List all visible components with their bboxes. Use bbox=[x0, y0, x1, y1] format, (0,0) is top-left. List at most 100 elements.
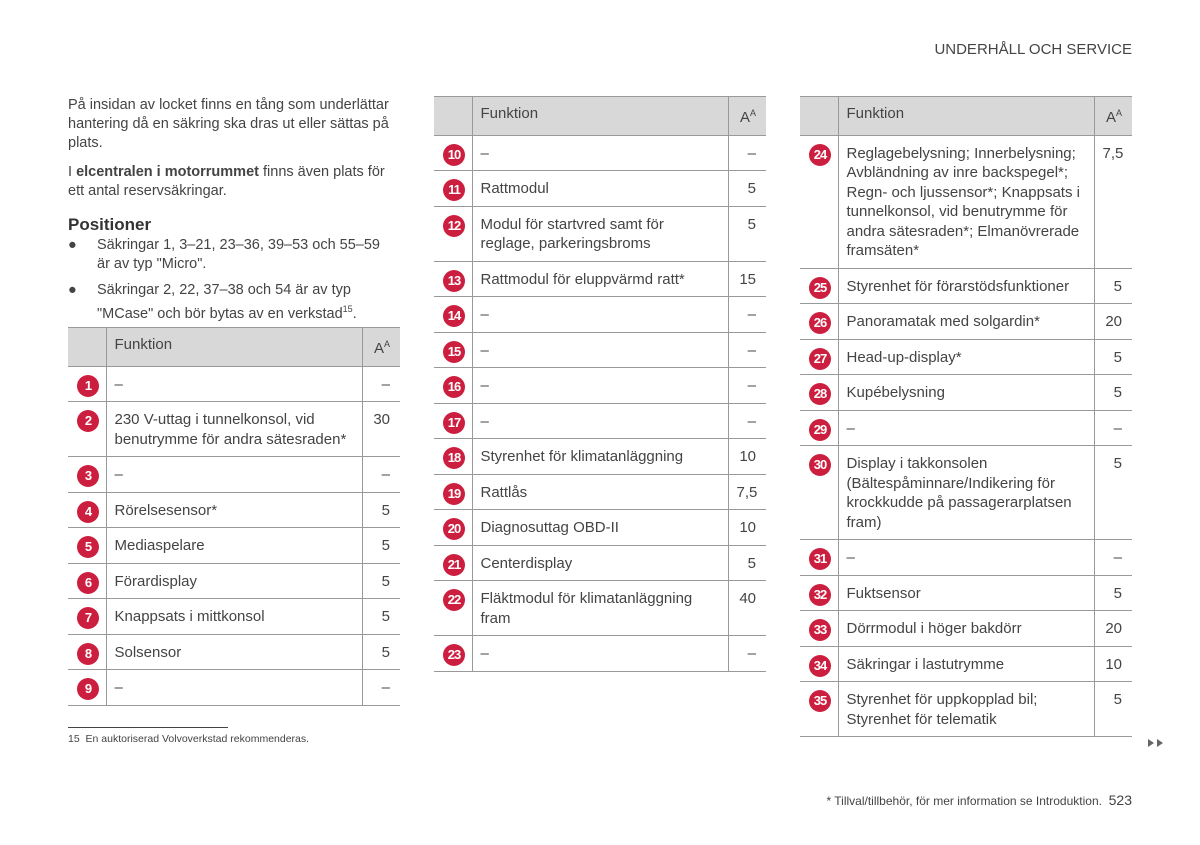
badge-cell: 33 bbox=[800, 610, 838, 647]
ampere-cell: 20 bbox=[1093, 610, 1132, 647]
fuse-table: Funktion AA 10– –11 Rattmodul 5 12 Modul för st… bbox=[434, 96, 766, 672]
header-cell: AA bbox=[1093, 96, 1132, 136]
function-cell: Fuktsensor bbox=[837, 575, 1094, 611]
function-cell: Kupébelysning bbox=[837, 374, 1094, 411]
function-cell: Styrenhet för förarstödsfunktioner bbox=[837, 268, 1094, 304]
header-title: UNDERHÅLL OCH SERVICE bbox=[934, 41, 1132, 58]
badge-cell: 23 bbox=[434, 635, 472, 672]
fuse-badge: 6 bbox=[77, 571, 99, 594]
table-row: 34 Säkringar i lastutrymme 10 bbox=[800, 646, 1132, 682]
fuse-badge: 1 bbox=[77, 374, 99, 397]
header-row: Funktion AA bbox=[434, 96, 766, 136]
ampere-cell: 5 bbox=[727, 545, 766, 581]
table-row: 2 230 V-uttag i tunnelkonsol, vid benutry… bbox=[68, 401, 400, 457]
badge-cell: 4 bbox=[68, 492, 106, 528]
header-cell bbox=[800, 96, 838, 136]
badge-cell: 26 bbox=[800, 303, 838, 340]
fuse-badge: 19 bbox=[443, 482, 465, 505]
function-cell: – bbox=[471, 635, 728, 672]
function-cell: Fläktmodul för klimatanläggning fram bbox=[471, 580, 728, 636]
header-cell bbox=[434, 96, 472, 136]
function-cell: Förardisplay bbox=[105, 563, 362, 599]
badge-cell: 12 bbox=[434, 206, 472, 262]
ampere-cell: – bbox=[727, 332, 766, 368]
text: Säkringar 2, 22, 37–38 och 54 är av typ … bbox=[97, 282, 351, 322]
badge-cell: 5 bbox=[68, 527, 106, 564]
header-sup: A bbox=[749, 108, 756, 118]
ampere-cell: 7,5 bbox=[1093, 135, 1132, 269]
bullet: ● Säkringar 1, 3–21, 23–36, 39–53 och 55–… bbox=[68, 236, 393, 274]
ampere-cell: 7,5 bbox=[727, 474, 766, 510]
fuse-badge: 9 bbox=[77, 678, 99, 700]
fuse-badge: 2 bbox=[77, 410, 99, 432]
badge-cell: 20 bbox=[434, 509, 472, 546]
table-row: 24 Reglagebelysning; Innerbelysning; Avbl… bbox=[800, 135, 1132, 269]
badge-cell: 35 bbox=[800, 681, 838, 737]
table-container: Funktion AA 24 Reglagebelysning; Innerbelys… bbox=[800, 96, 1132, 737]
table-row: 3– – bbox=[68, 456, 400, 493]
fuse-badge: 31 bbox=[809, 548, 831, 570]
badge-cell: 28 bbox=[800, 374, 838, 411]
ampere-cell: 5 bbox=[1093, 268, 1132, 304]
ampere-cell: 30 bbox=[361, 401, 400, 457]
ampere-cell: 5 bbox=[1093, 445, 1132, 540]
ampere-cell: 5 bbox=[727, 206, 766, 262]
footer: * Tillval/tillbehör, för mer information… bbox=[827, 792, 1133, 808]
function-cell: Knappsats i mittkonsol bbox=[105, 598, 362, 635]
text: . bbox=[352, 305, 357, 322]
function-cell: Säkringar i lastutrymme bbox=[837, 646, 1094, 682]
header-text: A bbox=[373, 340, 384, 357]
text: I bbox=[68, 164, 77, 180]
fuse-badge: 28 bbox=[809, 383, 831, 405]
header-sup: A bbox=[1115, 108, 1122, 118]
table-row: 6 Förardisplay 5 bbox=[68, 563, 400, 599]
ampere-cell: – bbox=[361, 366, 400, 402]
badge-cell: 6 bbox=[68, 563, 106, 599]
badge-cell: 17 bbox=[434, 403, 472, 439]
table-row: 22 Fläktmodul för klimatanläggning fram 40 bbox=[434, 580, 766, 636]
bullet-dot: ● bbox=[68, 282, 77, 298]
footnote-text: En auktoriserad Volvoverkstad rekommende… bbox=[85, 733, 310, 745]
function-cell: Diagnosuttag OBD-II bbox=[471, 509, 728, 546]
badge-cell: 13 bbox=[434, 261, 472, 297]
bullet-dot: ● bbox=[68, 237, 77, 253]
fuse-badge: 34 bbox=[809, 654, 831, 677]
header-cell: AA bbox=[727, 96, 766, 136]
badge-cell: 16 bbox=[434, 367, 472, 404]
badge-cell: 22 bbox=[434, 580, 472, 636]
fuse-badge: 23 bbox=[443, 644, 465, 666]
ampere-cell: – bbox=[361, 456, 400, 493]
badge-cell: 10 bbox=[434, 135, 472, 171]
function-cell: Rattmodul bbox=[471, 170, 728, 207]
table-row: 18 Styrenhet för klimatanläggning 10 bbox=[434, 438, 766, 475]
ampere-cell: 5 bbox=[1093, 374, 1132, 411]
table-row: 27 Head-up-display* 5 bbox=[800, 339, 1132, 375]
bold-text: elcentralen i motorrummet bbox=[76, 164, 259, 180]
fuse-badge: 29 bbox=[809, 418, 831, 441]
footnote-ref: 15 bbox=[342, 304, 353, 314]
ampere-cell: – bbox=[361, 669, 400, 706]
table-row: 15– – bbox=[434, 332, 766, 368]
table-row: 4 Rörelsesensor* 5 bbox=[68, 492, 400, 528]
fuse-badge: 7 bbox=[77, 607, 99, 629]
text: Säkringar 1, 3–21, 23–36, 39–53 och 55–5… bbox=[97, 237, 380, 272]
table-row: 1– – bbox=[68, 366, 400, 402]
table-row: 30 Display i takkonsolen (Bältespåminnare… bbox=[800, 445, 1132, 540]
ampere-cell: – bbox=[727, 367, 766, 404]
fuse-badge: 12 bbox=[443, 214, 465, 237]
function-cell: Head-up-display* bbox=[837, 339, 1094, 375]
fuse-table: Funktion AA 1– –2 230 V-uttag i tunnelkonsol… bbox=[68, 327, 400, 706]
fuse-table: Funktion AA 24 Reglagebelysning; Innerbelys… bbox=[800, 96, 1132, 737]
badge-cell: 2 bbox=[68, 401, 106, 457]
fuse-badge: 5 bbox=[77, 536, 99, 558]
header-cell: Funktion bbox=[105, 327, 362, 367]
function-cell: Centerdisplay bbox=[471, 545, 728, 581]
badge-cell: 11 bbox=[434, 170, 472, 207]
badge-cell: 19 bbox=[434, 474, 472, 510]
table-row: 10– – bbox=[434, 135, 766, 171]
function-cell: – bbox=[471, 135, 728, 171]
fuse-badge: 21 bbox=[443, 553, 465, 576]
function-cell: – bbox=[837, 539, 1094, 576]
fuse-badge: 16 bbox=[443, 376, 465, 398]
table-row: 29– – bbox=[800, 410, 1132, 446]
